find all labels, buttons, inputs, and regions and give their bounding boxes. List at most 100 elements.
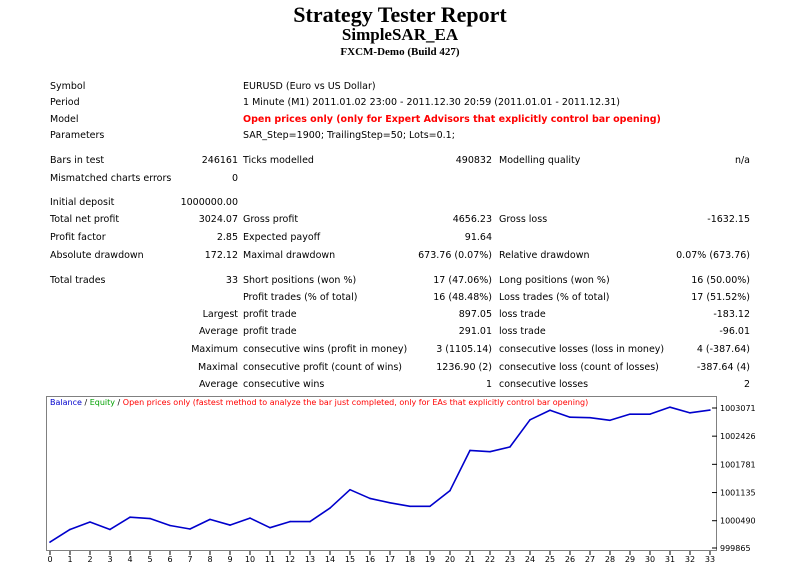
legend-model-mode: Open prices only (fastest method to anal… — [122, 398, 589, 407]
x-tick-label: 9 — [227, 555, 232, 563]
balance-point — [669, 406, 671, 408]
ticks-modelled-value: 490832 — [455, 155, 492, 166]
largest-profit-value: 897.05 — [458, 309, 492, 320]
max-cons-losses-value: 4 (-387.64) — [696, 344, 750, 355]
x-tick-label: 8 — [207, 555, 212, 563]
largest-loss-value: -183.12 — [713, 309, 750, 320]
balance-point — [649, 413, 651, 415]
maximal-cons-loss-value: -387.64 (4) — [696, 362, 750, 373]
legend-separator: / — [114, 398, 123, 407]
x-tick-label: 33 — [705, 555, 715, 563]
avg-cons-losses-value: 2 — [743, 379, 750, 390]
x-tick-label: 21 — [465, 555, 475, 563]
balance-point — [49, 541, 51, 543]
x-tick-label: 0 — [47, 555, 52, 563]
x-tick-label: 10 — [245, 555, 255, 563]
balance-point — [169, 524, 171, 527]
maximal-cons-profit-label: consecutive profit (count of wins) — [243, 362, 403, 373]
server-build: FXCM-Demo (Build 427) — [340, 46, 460, 58]
average-profit-label: profit trade — [243, 326, 297, 337]
profit-factor-label: Profit factor — [50, 232, 106, 243]
relative-drawdown-value: 0.07% (673.76) — [676, 250, 750, 261]
gross-loss-label: Gross loss — [499, 214, 548, 225]
avg-cons-wins-value: 1 — [485, 379, 492, 390]
x-tick-label: 15 — [345, 555, 355, 563]
balance-point — [489, 450, 491, 453]
maximal-drawdown-label: Maximal drawdown — [243, 250, 336, 261]
balance-point — [389, 502, 391, 504]
x-tick-label: 13 — [305, 555, 315, 563]
y-tick-label: 1000490 — [720, 517, 756, 526]
x-tick-label: 12 — [285, 555, 295, 563]
long-positions-value: 16 (50.00%) — [691, 275, 750, 286]
balance-point — [349, 488, 351, 491]
bars-in-test-value: 246161 — [201, 155, 238, 166]
balance-point — [549, 409, 551, 412]
modelling-quality-label: Modelling quality — [499, 155, 581, 166]
period-label: Period — [50, 97, 80, 108]
mismatched-value: 0 — [231, 173, 238, 184]
y-tick-label: 1003071 — [720, 404, 756, 413]
balance-point — [289, 520, 291, 523]
balance-point — [269, 526, 271, 529]
parameters-label: Parameters — [50, 130, 105, 141]
x-tick-label: 16 — [365, 555, 375, 563]
balance-point — [329, 507, 331, 509]
legend-equity: Equity — [89, 398, 115, 407]
report-title: Strategy Tester Report — [293, 2, 507, 27]
x-tick-label: 2 — [87, 555, 92, 563]
profit-trades-value: 16 (48.48%) — [433, 292, 492, 303]
balance-point — [89, 521, 91, 523]
model-label: Model — [50, 114, 79, 125]
balance-point — [369, 497, 371, 500]
avg-cons-losses-label: consecutive losses — [499, 379, 589, 390]
short-positions-value: 17 (47.06%) — [433, 275, 492, 286]
balance-point — [409, 505, 411, 508]
initial-deposit-value: 1000000.00 — [180, 197, 238, 208]
x-tick-label: 18 — [405, 555, 415, 563]
y-tick-label: 1001781 — [720, 460, 756, 469]
expected-payoff-label: Expected payoff — [243, 232, 321, 243]
avg-cons-wins-label: consecutive wins — [243, 379, 325, 390]
average-label: Average — [198, 326, 238, 337]
symbol-value: EURUSD (Euro vs US Dollar) — [243, 81, 376, 92]
maximal-cons-loss-label: consecutive loss (count of losses) — [499, 362, 659, 373]
balance-point — [209, 518, 211, 521]
model-value: Open prices only (only for Expert Adviso… — [243, 114, 661, 125]
maximal-cons-profit-value: 1236.90 (2) — [436, 362, 492, 373]
max-cons-wins-label: consecutive wins (profit in money) — [243, 344, 408, 355]
average-profit-value: 291.01 — [458, 326, 492, 337]
maximum-label: Maximum — [191, 344, 238, 355]
x-tick-label: 30 — [645, 555, 655, 563]
balance-chart — [46, 396, 717, 551]
average-consecutive-label: Average — [198, 379, 238, 390]
balance-point — [229, 524, 231, 526]
y-tick-label: 999865 — [720, 544, 751, 553]
balance-point — [309, 520, 311, 523]
max-cons-wins-value: 3 (1105.14) — [436, 344, 492, 355]
relative-drawdown-label: Relative drawdown — [499, 250, 590, 261]
x-tick-label: 7 — [187, 555, 192, 563]
modelling-quality-value: n/a — [734, 155, 750, 166]
parameters-value: SAR_Step=1900; TrailingStep=50; Lots=0.1… — [243, 130, 455, 141]
x-tick-label: 11 — [265, 555, 275, 563]
maximal-drawdown-value: 673.76 (0.07%) — [418, 250, 492, 261]
x-tick-label: 4 — [127, 555, 132, 563]
balance-point — [109, 528, 111, 531]
balance-point — [449, 489, 451, 492]
gross-loss-value: -1632.15 — [707, 214, 750, 225]
balance-point — [689, 412, 691, 414]
balance-series-line — [49, 406, 711, 543]
balance-point — [509, 446, 511, 448]
x-tick-label: 28 — [605, 555, 615, 563]
average-loss-value: -96.01 — [719, 326, 750, 337]
balance-point — [429, 505, 431, 508]
total-trades-label: Total trades — [50, 275, 106, 286]
legend-separator: / — [81, 398, 90, 407]
x-tick-label: 24 — [525, 555, 535, 563]
balance-point — [709, 409, 711, 411]
absolute-drawdown-value: 172.12 — [204, 250, 238, 261]
ticks-modelled-label: Ticks modelled — [243, 155, 314, 166]
expected-payoff-value: 91.64 — [464, 232, 492, 243]
